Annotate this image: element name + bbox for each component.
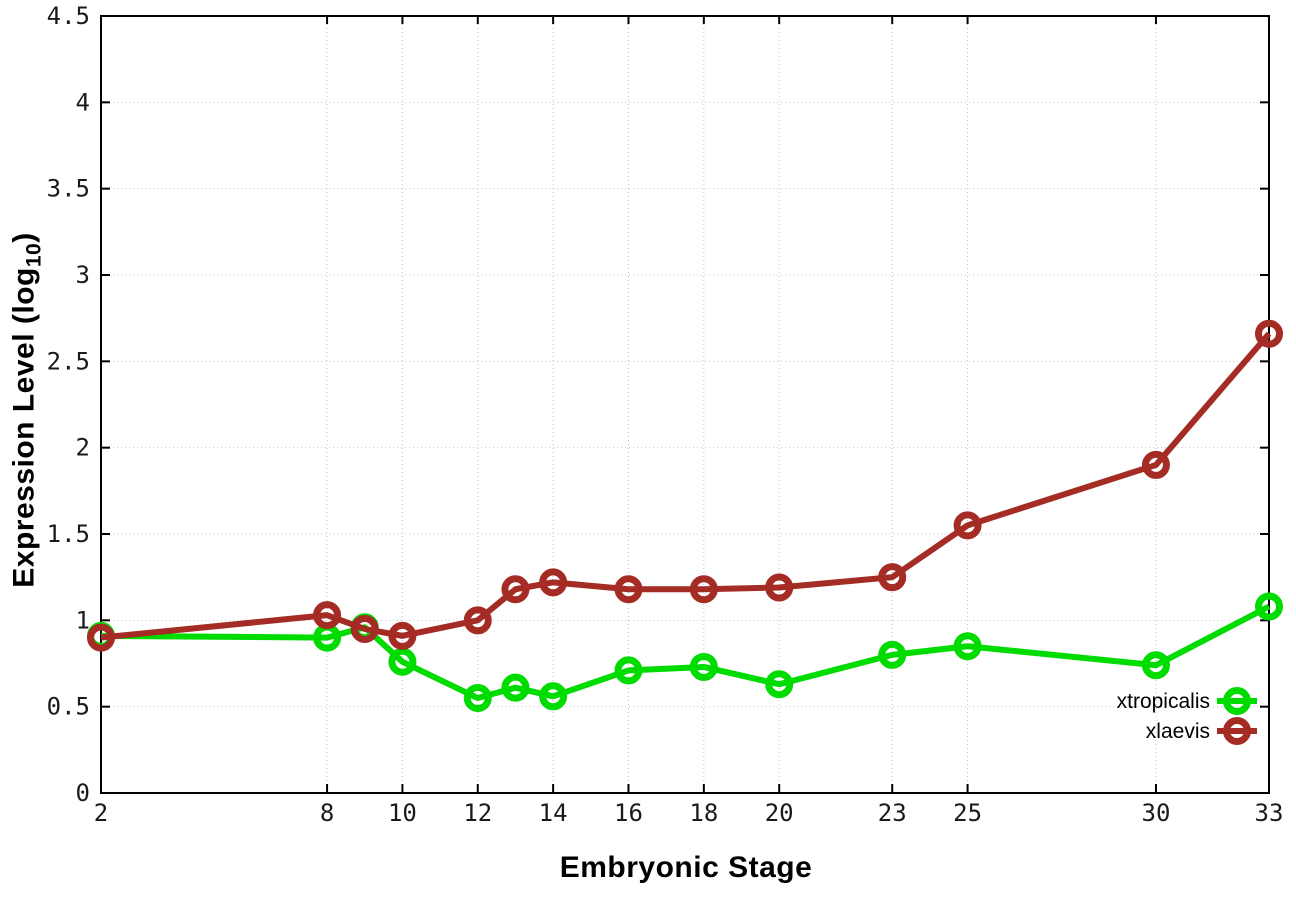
y-tick-label: 3 <box>76 261 90 289</box>
x-tick-label: 14 <box>539 799 568 827</box>
y-tick-label: 3.5 <box>47 175 90 203</box>
x-tick-label: 20 <box>765 799 794 827</box>
data-point-xlaevis <box>463 606 492 635</box>
y-axis-title-subscript: 10 <box>22 242 46 268</box>
data-point-xlaevis <box>614 575 643 604</box>
x-tick-label: 30 <box>1142 799 1171 827</box>
data-point-xlaevis <box>87 623 115 652</box>
data-point-xlaevis <box>765 573 794 602</box>
data-point-xtropicalis <box>614 656 643 685</box>
x-axis-title: Embryonic Stage <box>560 851 813 885</box>
data-point-xtropicalis <box>953 632 982 661</box>
y-tick-label: 0 <box>76 779 90 807</box>
data-point-xlaevis <box>1141 450 1170 479</box>
data-point-xtropicalis <box>1141 651 1170 680</box>
y-axis-title-text: Expression Level (log <box>7 267 41 588</box>
x-tick-label: 23 <box>878 799 907 827</box>
x-tick-label: 18 <box>689 799 718 827</box>
x-tick-label: 8 <box>320 799 334 827</box>
data-point-xtropicalis <box>689 652 718 681</box>
data-point-xtropicalis <box>539 682 568 711</box>
legend-marker-xtropicalis <box>1223 687 1251 715</box>
data-point-xtropicalis <box>463 684 492 713</box>
y-tick-label: 2.5 <box>47 347 90 375</box>
plot-border <box>100 15 1270 794</box>
x-tick-label: 25 <box>953 799 982 827</box>
series-line-xlaevis <box>100 331 1272 641</box>
y-tick-label: 4 <box>76 88 90 116</box>
data-point-xlaevis <box>689 575 718 604</box>
data-point-xtropicalis <box>878 640 907 669</box>
data-point-xlaevis <box>1255 319 1283 348</box>
y-tick-label: 4.5 <box>47 2 90 30</box>
data-point-xlaevis <box>878 563 907 592</box>
y-tick-label: 2 <box>76 434 90 462</box>
x-tick-label: 33 <box>1255 799 1284 827</box>
data-point-xlaevis <box>313 601 342 630</box>
x-tick-label: 2 <box>94 799 108 827</box>
data-point-xtropicalis <box>501 673 530 702</box>
data-point-xtropicalis <box>765 670 794 699</box>
data-point-xtropicalis <box>388 647 417 676</box>
y-tick-label: 1 <box>76 606 90 634</box>
legend-label-xtropicalis: xtropicalis <box>1117 690 1210 713</box>
legend-marker-xlaevis <box>1223 717 1251 745</box>
y-tick-label: 0.5 <box>47 693 90 721</box>
y-axis-title-suffix: ) <box>7 232 41 243</box>
data-point-xlaevis <box>953 511 982 540</box>
x-tick-label: 12 <box>463 799 492 827</box>
x-tick-label: 10 <box>388 799 417 827</box>
data-point-xlaevis <box>501 575 530 604</box>
x-axis-title-text: Embryonic Stage <box>559 851 813 884</box>
data-point-xlaevis <box>350 614 379 643</box>
data-point-xtropicalis <box>1255 592 1283 621</box>
data-point-xlaevis <box>539 568 568 597</box>
y-tick-label: 1.5 <box>47 520 90 548</box>
data-point-xlaevis <box>388 621 417 650</box>
y-axis-title: Expression Level (log10) <box>8 232 47 587</box>
x-tick-label: 16 <box>614 799 643 827</box>
legend-label-xlaevis: xlaevis <box>1146 720 1210 743</box>
